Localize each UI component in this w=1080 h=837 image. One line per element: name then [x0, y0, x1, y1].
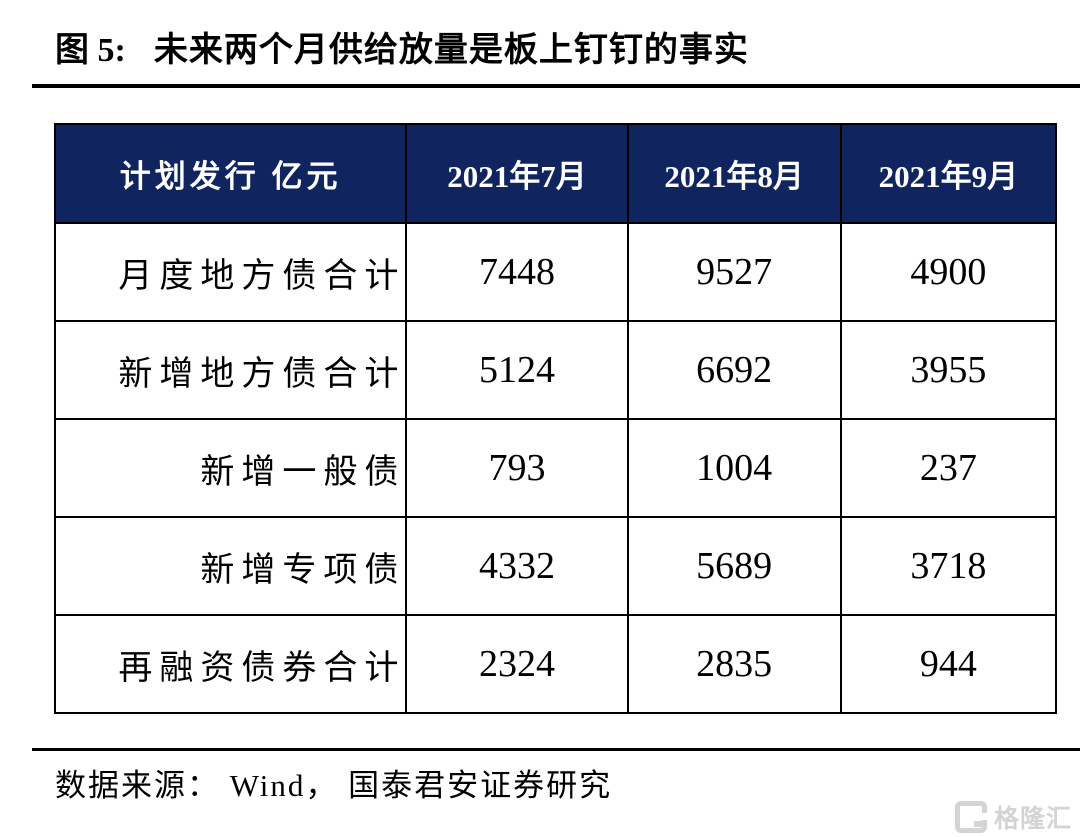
- value-cell: 9527: [626, 222, 842, 322]
- value-cell: 3955: [839, 320, 1058, 420]
- table-row: 再融资债券合计 2324 2835 944: [53, 614, 1058, 714]
- figure-title: 图 5: 未来两个月供给放量是板上钉钉的事实: [55, 22, 749, 71]
- row-label: 新增专项债: [53, 516, 408, 616]
- header-cell-jul: 2021年7月: [405, 123, 629, 224]
- value-cell: 4900: [839, 222, 1058, 322]
- row-label: 新增地方债合计: [53, 320, 408, 420]
- value-cell: 4332: [405, 516, 629, 616]
- header-cell-sep: 2021年9月: [839, 123, 1058, 224]
- value-cell: 1004: [626, 418, 842, 518]
- row-label: 再融资债券合计: [53, 614, 408, 714]
- table-row: 新增专项债 4332 5689 3718: [53, 516, 1058, 616]
- footer-divider: [32, 748, 1080, 751]
- value-cell: 944: [839, 614, 1058, 714]
- value-cell: 5689: [626, 516, 842, 616]
- table-row: 新增地方债合计 5124 6692 3955: [53, 320, 1058, 420]
- data-source: 数据来源： Wind， 国泰君安证券研究: [55, 768, 613, 803]
- header-cell-plan: 计划发行 亿元: [53, 123, 408, 224]
- figure-title-text: 未来两个月供给放量是板上钉钉的事实: [153, 32, 749, 69]
- value-cell: 793: [405, 418, 629, 518]
- header-cell-aug: 2021年8月: [626, 123, 842, 224]
- value-cell: 237: [839, 418, 1058, 518]
- table-header-row: 计划发行 亿元 2021年7月 2021年8月 2021年9月: [53, 123, 1058, 224]
- table-row: 月度地方债合计 7448 9527 4900: [53, 222, 1058, 322]
- gelonghui-logo-text: 格隆汇: [993, 805, 1072, 833]
- gelonghui-watermark: 格隆汇: [954, 799, 1072, 835]
- value-cell: 2835: [626, 614, 842, 714]
- value-cell: 3718: [839, 516, 1058, 616]
- row-label: 月度地方债合计: [53, 222, 408, 322]
- row-label: 新增一般债: [53, 418, 408, 518]
- value-cell: 5124: [405, 320, 629, 420]
- value-cell: 7448: [405, 222, 629, 322]
- figure-number: 图 5:: [55, 32, 126, 69]
- gelonghui-logo-icon: [954, 801, 987, 833]
- value-cell: 2324: [405, 614, 629, 714]
- table-row: 新增一般债 793 1004 237: [53, 418, 1058, 518]
- bond-issuance-table: 计划发行 亿元 2021年7月 2021年8月 2021年9月 月度地方债合计 …: [53, 123, 1058, 714]
- value-cell: 6692: [626, 320, 842, 420]
- title-divider: [32, 84, 1080, 88]
